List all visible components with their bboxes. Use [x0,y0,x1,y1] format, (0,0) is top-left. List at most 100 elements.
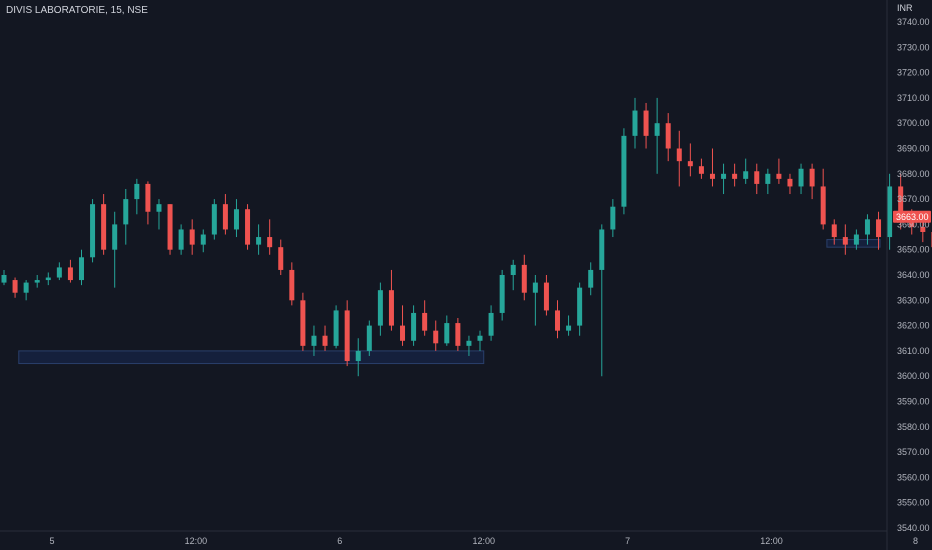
candle-body [721,173,727,179]
price-tick-label: 3680.00 [897,169,930,179]
candle [466,335,472,356]
support-zone-0[interactable] [18,350,485,365]
candle-body [256,237,262,245]
candle-body [233,209,239,230]
candlesticks [1,97,932,377]
candle-body [776,173,782,179]
price-tick-label: 3720.00 [897,68,930,78]
candle [256,224,262,255]
candle-body [566,325,572,331]
candle [23,280,29,301]
candle [411,305,417,346]
price-tick-label: 3550.00 [897,498,930,508]
candle-body [466,340,472,346]
candle-body [333,310,339,346]
candle [499,269,505,321]
candle [400,305,406,346]
candle [477,330,483,351]
support-zone-1[interactable] [826,239,881,248]
candle-body [90,204,96,258]
candle-body [842,237,848,245]
candle-body [278,247,284,270]
candle-body [200,234,206,245]
candle-body [499,275,505,313]
candle [920,219,926,243]
candle-body [743,171,749,179]
candle-body [920,226,926,232]
candle-body [632,110,638,136]
candle [532,275,538,326]
time-tick-label: 12:00 [760,536,783,546]
candle-body [798,168,804,187]
candle-body [477,335,483,341]
candle-body [909,219,915,227]
candle [665,113,671,162]
candle-body [167,204,173,250]
candle [189,219,195,255]
candle [588,262,594,296]
last-price-box [893,210,931,223]
price-tick-label: 3590.00 [897,397,930,407]
candle [56,262,62,281]
candle-body [78,257,84,281]
price-tick-label: 3700.00 [897,118,930,128]
price-tick-label: 3730.00 [897,42,930,52]
candle [123,188,129,245]
candle [743,158,749,184]
time-tick-label: 12:00 [472,536,495,546]
price-axis[interactable]: 3540.00 3550.00 3560.00 3570.00 3580.00 3590.… [897,17,930,533]
candle [787,173,793,195]
candle-body [765,173,771,184]
candle [709,148,715,187]
candle-body [665,123,671,149]
candle [455,318,461,351]
candle-body [366,325,372,351]
candle-body [355,350,361,362]
candle [809,163,815,200]
candle-body [112,224,118,250]
candle [643,102,649,149]
candle [311,325,317,356]
support-zones [18,239,881,365]
candle-body [698,166,704,174]
candle-body [34,280,40,283]
time-tick-label: 7 [625,536,630,546]
candle-body [23,282,29,293]
candle-body [1,275,7,283]
candle [145,181,151,225]
candle-body [887,186,893,238]
candle-body [433,330,439,344]
candle-body [211,204,217,235]
candle [34,275,40,288]
candle-body [455,323,461,346]
candle-body [543,282,549,311]
candle [754,163,760,195]
candle [355,338,361,377]
candle [377,282,383,336]
candle-body [388,290,394,326]
candle-body [222,204,228,230]
candle [322,325,328,351]
candle [820,168,826,230]
price-tick-label: 3690.00 [897,144,930,154]
candle [167,204,173,255]
candle [90,199,96,263]
candle [853,229,859,250]
price-tick-label: 3660.00 [897,219,930,229]
candle [864,214,870,245]
candle [543,275,549,316]
candle-body [300,300,306,346]
candle [422,300,428,336]
time-tick-label: 12:00 [185,536,208,546]
candle-body [521,264,527,293]
candle [112,211,118,288]
price-tick-label: 3670.00 [897,194,930,204]
symbol-title[interactable]: DIVIS LABORATORIE, 15, NSE [6,5,148,16]
candle-body [156,204,162,212]
candle [1,269,7,286]
price-tick-label: 3710.00 [897,93,930,103]
time-tick-label: 8 [913,536,918,546]
candle [876,211,882,250]
